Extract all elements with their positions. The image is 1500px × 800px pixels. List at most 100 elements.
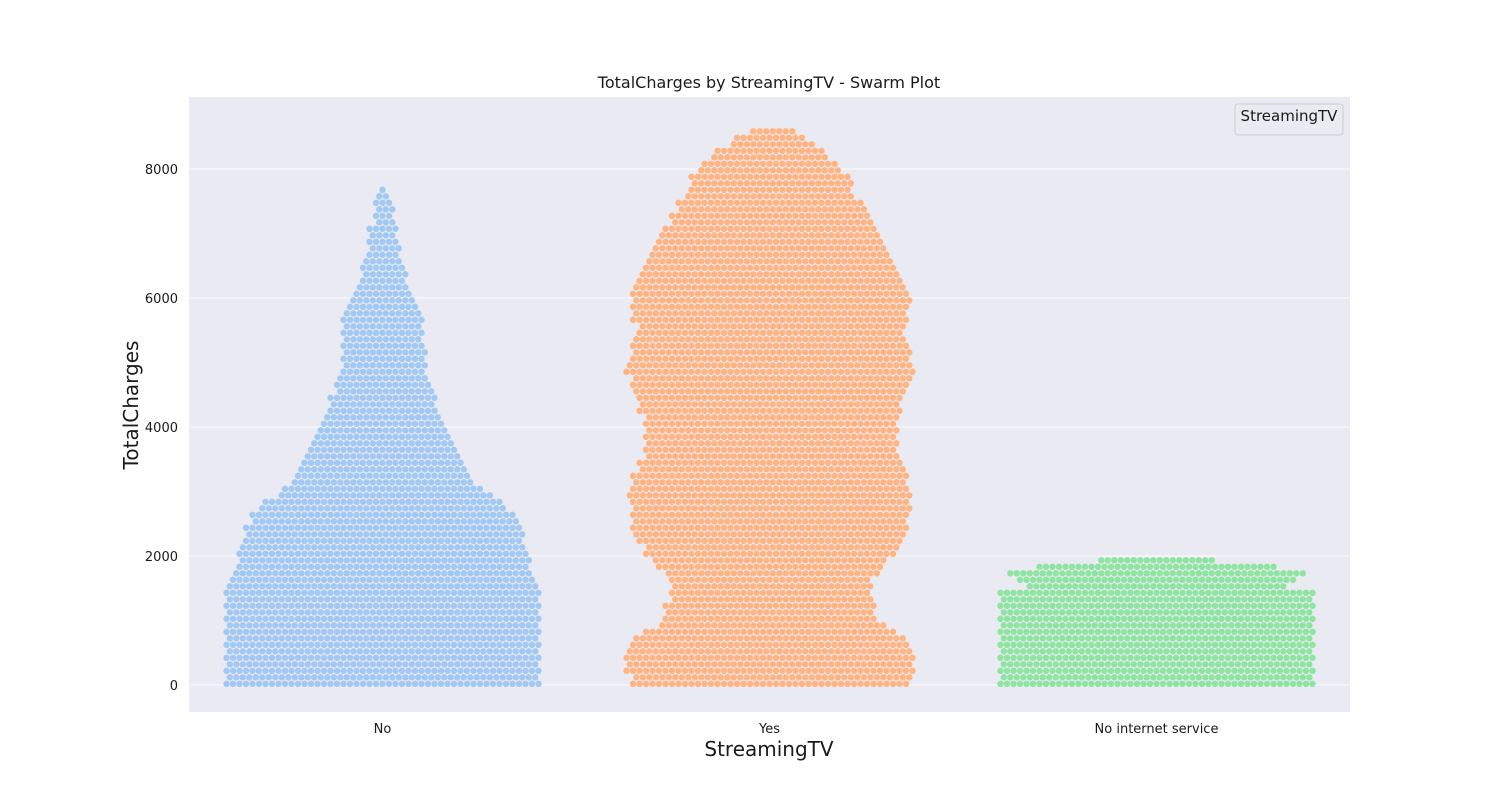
swarm-point: [746, 667, 754, 674]
swarm-point: [681, 498, 689, 505]
swarm-point: [372, 576, 380, 583]
swarm-point: [698, 323, 705, 330]
swarm-point: [314, 641, 321, 648]
swarm-point: [668, 407, 676, 414]
swarm-point: [724, 440, 731, 447]
swarm-point: [759, 576, 767, 583]
swarm-point: [854, 492, 861, 499]
swarm-point: [460, 518, 467, 525]
swarm-point: [450, 563, 458, 570]
swarm-point: [694, 186, 702, 193]
swarm-point: [307, 641, 315, 648]
swarm-point: [431, 433, 438, 440]
swarm-point: [642, 368, 650, 375]
swarm-point: [506, 518, 513, 525]
swarm-point: [844, 212, 851, 219]
swarm-point: [385, 680, 393, 687]
swarm-point: [688, 290, 695, 297]
swarm-point: [428, 466, 435, 473]
swarm-point: [672, 570, 679, 577]
swarm-point: [795, 284, 802, 291]
swarm-point: [880, 492, 887, 499]
swarm-point: [701, 537, 708, 544]
swarm-point: [359, 550, 367, 557]
swarm-point: [480, 544, 487, 551]
swarm-point: [740, 238, 747, 245]
swarm-point: [717, 349, 724, 356]
swarm-point: [460, 466, 467, 473]
swarm-point: [483, 550, 490, 557]
swarm-point: [727, 433, 734, 440]
swarm-point: [428, 518, 435, 525]
swarm-point: [519, 674, 526, 681]
swarm-point: [366, 485, 373, 492]
swarm-point: [893, 648, 900, 655]
swarm-point: [844, 589, 851, 596]
swarm-point: [824, 433, 832, 440]
swarm-point: [688, 511, 695, 518]
swarm-point: [418, 498, 425, 505]
swarm-point: [398, 329, 406, 336]
swarm-point: [499, 531, 506, 538]
swarm-point: [233, 596, 240, 603]
swarm-point: [876, 472, 884, 479]
swarm-point: [327, 537, 334, 544]
swarm-point: [785, 628, 793, 635]
swarm-point: [795, 505, 802, 512]
swarm-point: [698, 596, 705, 603]
swarm-point: [815, 206, 822, 213]
swarm-point: [398, 641, 406, 648]
swarm-point: [675, 589, 682, 596]
swarm-point: [717, 622, 724, 629]
swarm-point: [398, 550, 406, 557]
swarm-point: [795, 492, 802, 499]
swarm-point: [454, 596, 461, 603]
swarm-point: [889, 316, 897, 323]
swarm-point: [772, 186, 780, 193]
swarm-point: [350, 401, 357, 408]
swarm-point: [772, 264, 780, 271]
swarm-point: [681, 641, 689, 648]
swarm-point: [873, 336, 880, 343]
swarm-point: [857, 342, 864, 349]
swarm-point: [307, 680, 315, 687]
swarm-point: [720, 576, 728, 583]
swarm-point: [737, 219, 744, 226]
swarm-point: [307, 550, 315, 557]
swarm-point: [805, 589, 812, 596]
swarm-point: [857, 550, 864, 557]
swarm-point: [281, 563, 289, 570]
swarm-point: [782, 648, 789, 655]
swarm-point: [818, 576, 825, 583]
swarm-point: [411, 550, 419, 557]
swarm-point: [415, 414, 422, 421]
swarm-point: [655, 342, 663, 349]
swarm-point: [395, 570, 402, 577]
swarm-point: [688, 459, 695, 466]
swarm-point: [899, 362, 906, 369]
swarm-point: [906, 375, 913, 382]
swarm-point: [441, 648, 448, 655]
swarm-point: [782, 219, 789, 226]
swarm-point: [870, 524, 877, 531]
swarm-point: [376, 349, 383, 356]
swarm-point: [441, 479, 448, 486]
swarm-point: [649, 316, 656, 323]
swarm-point: [294, 628, 302, 635]
swarm-point: [870, 329, 877, 336]
swarm-point: [642, 680, 650, 687]
swarm-point: [642, 433, 650, 440]
swarm-point: [769, 570, 776, 577]
swarm-point: [889, 420, 897, 427]
swarm-point: [896, 641, 903, 648]
swarm-point: [655, 511, 663, 518]
swarm-point: [454, 648, 461, 655]
swarm-point: [333, 472, 341, 479]
swarm-point: [275, 563, 282, 570]
swarm-point: [831, 290, 838, 297]
swarm-point: [678, 245, 685, 252]
swarm-point: [831, 550, 838, 557]
swarm-point: [665, 531, 672, 538]
swarm-point: [353, 680, 360, 687]
swarm-point: [333, 563, 341, 570]
